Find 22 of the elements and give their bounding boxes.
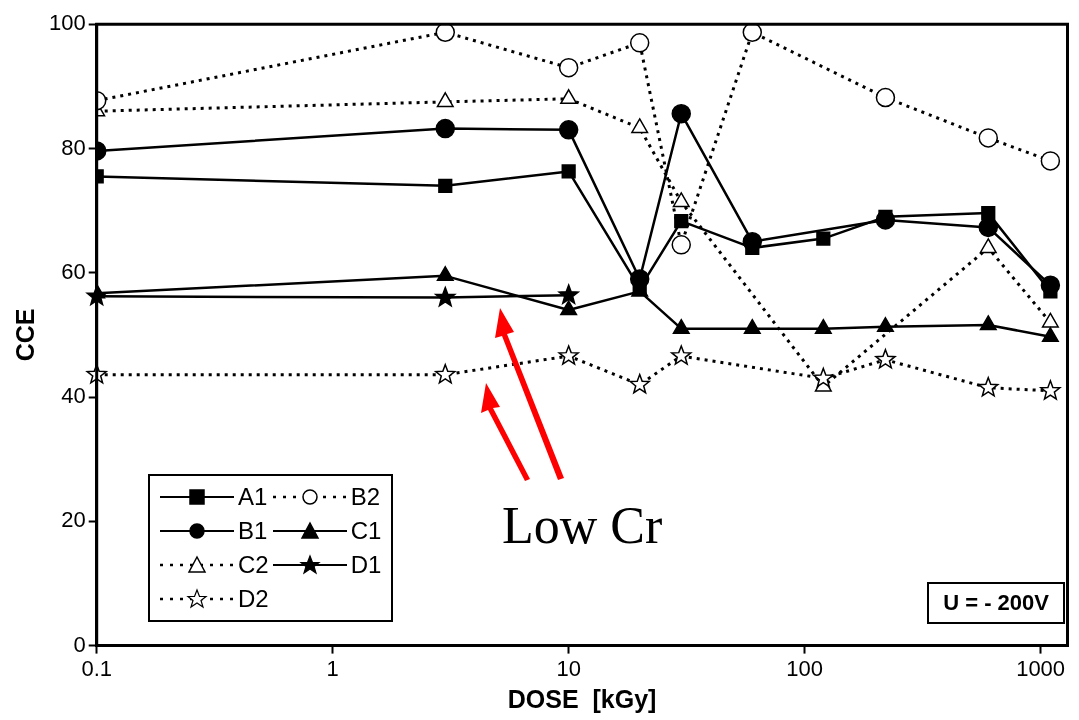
y-tick-label: 80 xyxy=(61,134,86,160)
x-tick-label: 10 xyxy=(556,655,581,681)
legend-label: A1 xyxy=(238,483,268,511)
legend-label: C1 xyxy=(350,517,382,545)
annotation: Low Cr xyxy=(502,496,663,555)
y-tick-label: 60 xyxy=(61,258,86,284)
y-tick-label: 40 xyxy=(61,383,86,409)
legend-label: B1 xyxy=(238,517,268,545)
y-axis-title: CCE xyxy=(10,308,39,362)
x-tick-label: 100 xyxy=(786,655,823,681)
y-tick-label: 0 xyxy=(73,631,86,657)
x-axis-title: DOSE [kGy] xyxy=(507,684,657,713)
annotation: U = - 200V xyxy=(927,582,1065,624)
x-tick-label: 1000 xyxy=(1016,655,1066,681)
x-tick-label: 0.1 xyxy=(81,655,112,681)
legend-label: B2 xyxy=(350,483,381,511)
x-tick-label: 1 xyxy=(326,655,339,681)
y-tick-label: 20 xyxy=(61,507,86,533)
y-tick-label: 100 xyxy=(48,10,86,36)
legend-label: D1 xyxy=(350,551,382,579)
legend-label: D2 xyxy=(238,585,269,613)
legend-label: C2 xyxy=(238,551,269,579)
